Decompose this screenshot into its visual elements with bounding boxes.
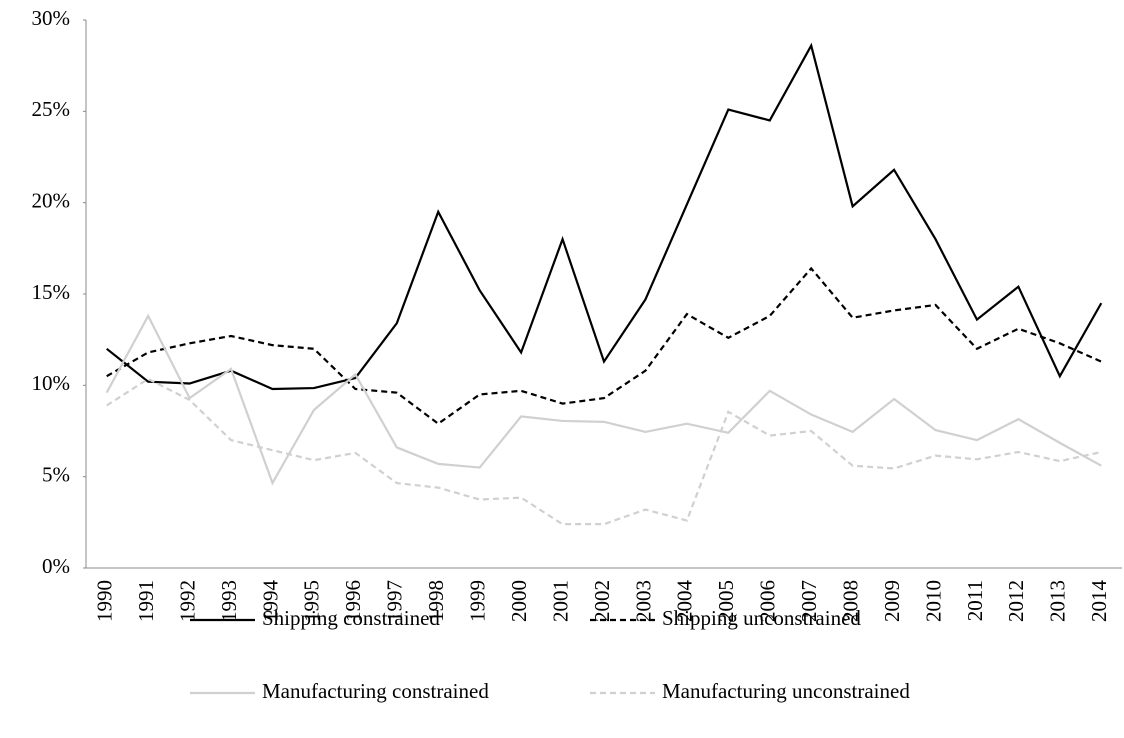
y-tick-label: 20% (32, 188, 71, 212)
x-tick-label: 1994 (258, 580, 282, 623)
x-tick-label: 2014 (1087, 580, 1111, 623)
x-tick-label: 1993 (217, 580, 241, 622)
legend-label: Manufacturing constrained (262, 679, 489, 703)
x-tick-label: 1995 (300, 580, 324, 622)
y-tick-label: 25% (32, 97, 71, 121)
x-tick-label: 1997 (383, 580, 407, 622)
y-tick-label: 5% (42, 462, 70, 486)
series-line (105, 313, 1102, 486)
x-tick-label: 2004 (673, 580, 697, 623)
x-tick-label: 1998 (424, 580, 448, 622)
x-tick-label: 2008 (838, 580, 862, 622)
y-tick-label: 10% (32, 371, 71, 395)
series-line (106, 266, 1102, 426)
x-tick-label: 2002 (590, 580, 614, 622)
x-tick-label: 1990 (93, 580, 117, 622)
x-tick-label: 2009 (880, 580, 904, 622)
x-tick-label: 2010 (921, 580, 945, 622)
x-tick-label: 1992 (175, 580, 199, 622)
x-tick-label: 2000 (507, 580, 531, 622)
y-tick-label: 30% (32, 6, 71, 30)
y-tick-label: 0% (42, 554, 70, 578)
x-tick-label: 2006 (756, 580, 780, 622)
x-tick-label: 2011 (963, 580, 987, 621)
x-tick-label: 1991 (134, 580, 158, 622)
legend-label: Manufacturing unconstrained (662, 679, 910, 703)
x-tick-label: 2007 (797, 580, 821, 622)
legend-label: Shipping constrained (262, 606, 440, 630)
series-line (106, 42, 1103, 391)
x-tick-label: 2005 (714, 580, 738, 622)
x-tick-label: 2003 (631, 580, 655, 622)
legend-label: Shipping unconstrained (662, 606, 861, 630)
y-tick-label: 15% (32, 280, 71, 304)
x-tick-label: 2013 (1046, 580, 1070, 622)
x-tick-label: 1996 (341, 580, 365, 622)
series-line (106, 377, 1102, 526)
x-tick-label: 1999 (465, 580, 489, 622)
x-tick-label: 2012 (1004, 580, 1028, 622)
x-tick-label: 2001 (548, 580, 572, 622)
